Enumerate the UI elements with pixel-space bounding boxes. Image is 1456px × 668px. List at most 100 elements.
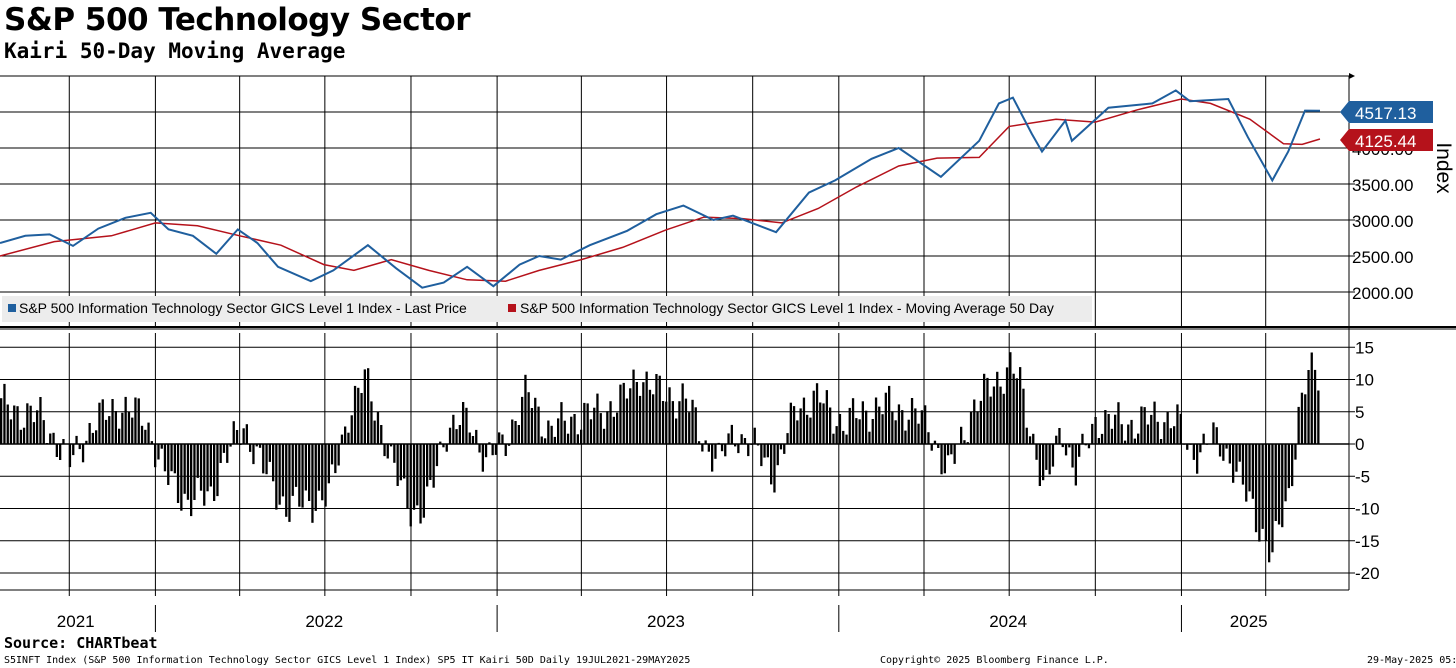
kairi-bar [648,389,652,444]
kairi-bar [1225,444,1228,449]
ma50-line [0,98,1321,282]
kairi-bar [1251,444,1254,499]
kairi-bar [530,408,534,444]
kairi-bar [1028,436,1032,444]
kairi-bar [822,403,825,444]
kairi-bar [1114,414,1117,444]
kairi-bar [403,444,406,479]
kairi-bar [16,406,19,444]
kairi-bar [1038,444,1041,486]
kairi-bar [118,428,121,444]
kairi-bar [1153,401,1156,444]
kairi-bar [1117,402,1120,444]
kairi-bar [973,399,976,444]
kairi-bar [566,433,570,444]
kairi-bar [1307,370,1310,444]
kairi-bar [580,429,583,444]
kairi-bar [878,406,881,444]
kairi-bar [157,444,160,460]
kairi-bar [393,444,396,463]
kairi-bar [121,412,124,444]
kairi-bar [327,444,330,484]
kairi-bar [717,442,720,444]
y-tick-label: -5 [1355,467,1370,486]
kairi-bar [42,420,45,444]
kairi-bar [1205,444,1209,445]
kairi-bar [462,402,465,444]
kairi-bar [593,407,596,444]
kairi-bar [268,444,271,462]
kairi-bar [1277,444,1281,525]
kairi-bar [635,382,638,444]
kairi-bar [380,425,383,444]
legend-label-price: S&P 500 Information Technology Sector GI… [19,300,467,316]
kairi-bar [1254,444,1258,533]
kairi-bar [976,411,979,444]
kairi-bar [484,444,488,458]
kairi-bar [652,394,655,444]
kairi-bar [1097,438,1100,444]
kairi-bar [930,444,933,451]
kairi-bar [39,397,42,444]
kairi-bar [888,385,891,444]
kairi-bar [920,410,923,444]
kairi-bar [91,432,94,444]
kairi-bar [963,440,966,444]
kairi-bar [1166,412,1169,444]
y-tick-label: -10 [1355,500,1380,519]
kairi-bar [1055,435,1058,444]
kairi-bar [239,444,242,445]
kairi-bar [206,444,209,492]
kairi-bar [658,375,661,444]
kairi-bar [1107,414,1110,444]
kairi-bar [504,444,507,456]
y-tick-label: 3000.00 [1352,212,1413,231]
kairi-bar [933,440,937,444]
kairi-bar [992,386,996,444]
kairi-bar [150,441,153,444]
kairi-bar [950,444,953,455]
kairi-bar [52,432,55,444]
kairi-bar [714,444,717,459]
kairi-bar [1199,444,1202,453]
kairi-bar [819,402,822,444]
kairi-bar [108,416,111,444]
kairi-bar [199,444,203,491]
kairi-bar [740,434,743,444]
kairi-bar [527,392,530,444]
price-line [0,89,1321,289]
kairi-bar [815,383,819,444]
kairi-bar [1248,444,1251,492]
kairi-bar [396,444,399,486]
kairi-bar [353,385,357,444]
kairi-bar [901,410,904,444]
price-last-value-bg [1340,101,1433,123]
kairi-bar [1140,406,1143,444]
kairi-bar [1015,378,1018,444]
kairi-bar [62,439,65,444]
kairi-bar [209,444,212,487]
kairi-bar [45,443,49,444]
kairi-bar [668,387,671,444]
kairi-bar [1094,417,1097,444]
kairi-bar [317,444,321,491]
kairi-bar [773,444,776,493]
kairi-bar [629,388,632,444]
kairi-bar [265,444,268,475]
kairi-bar [806,414,809,444]
kairi-bar [897,404,901,444]
kairi-bar [1087,444,1091,449]
chart-title: S&P 500 Technology Sector [4,2,471,38]
kairi-bar [491,444,494,456]
kairi-bar [1287,444,1290,489]
kairi-bar [170,444,173,472]
kairi-bar [616,412,619,444]
kairi-bar [619,384,622,444]
legend-swatch-price [8,304,16,312]
axis-arrow [1349,73,1355,79]
kairi-bar [275,444,278,510]
kairi-bar [583,402,586,444]
kairi-bar [1310,352,1313,444]
kairi-bar [399,444,402,481]
y-tick-label: 15 [1355,338,1374,357]
